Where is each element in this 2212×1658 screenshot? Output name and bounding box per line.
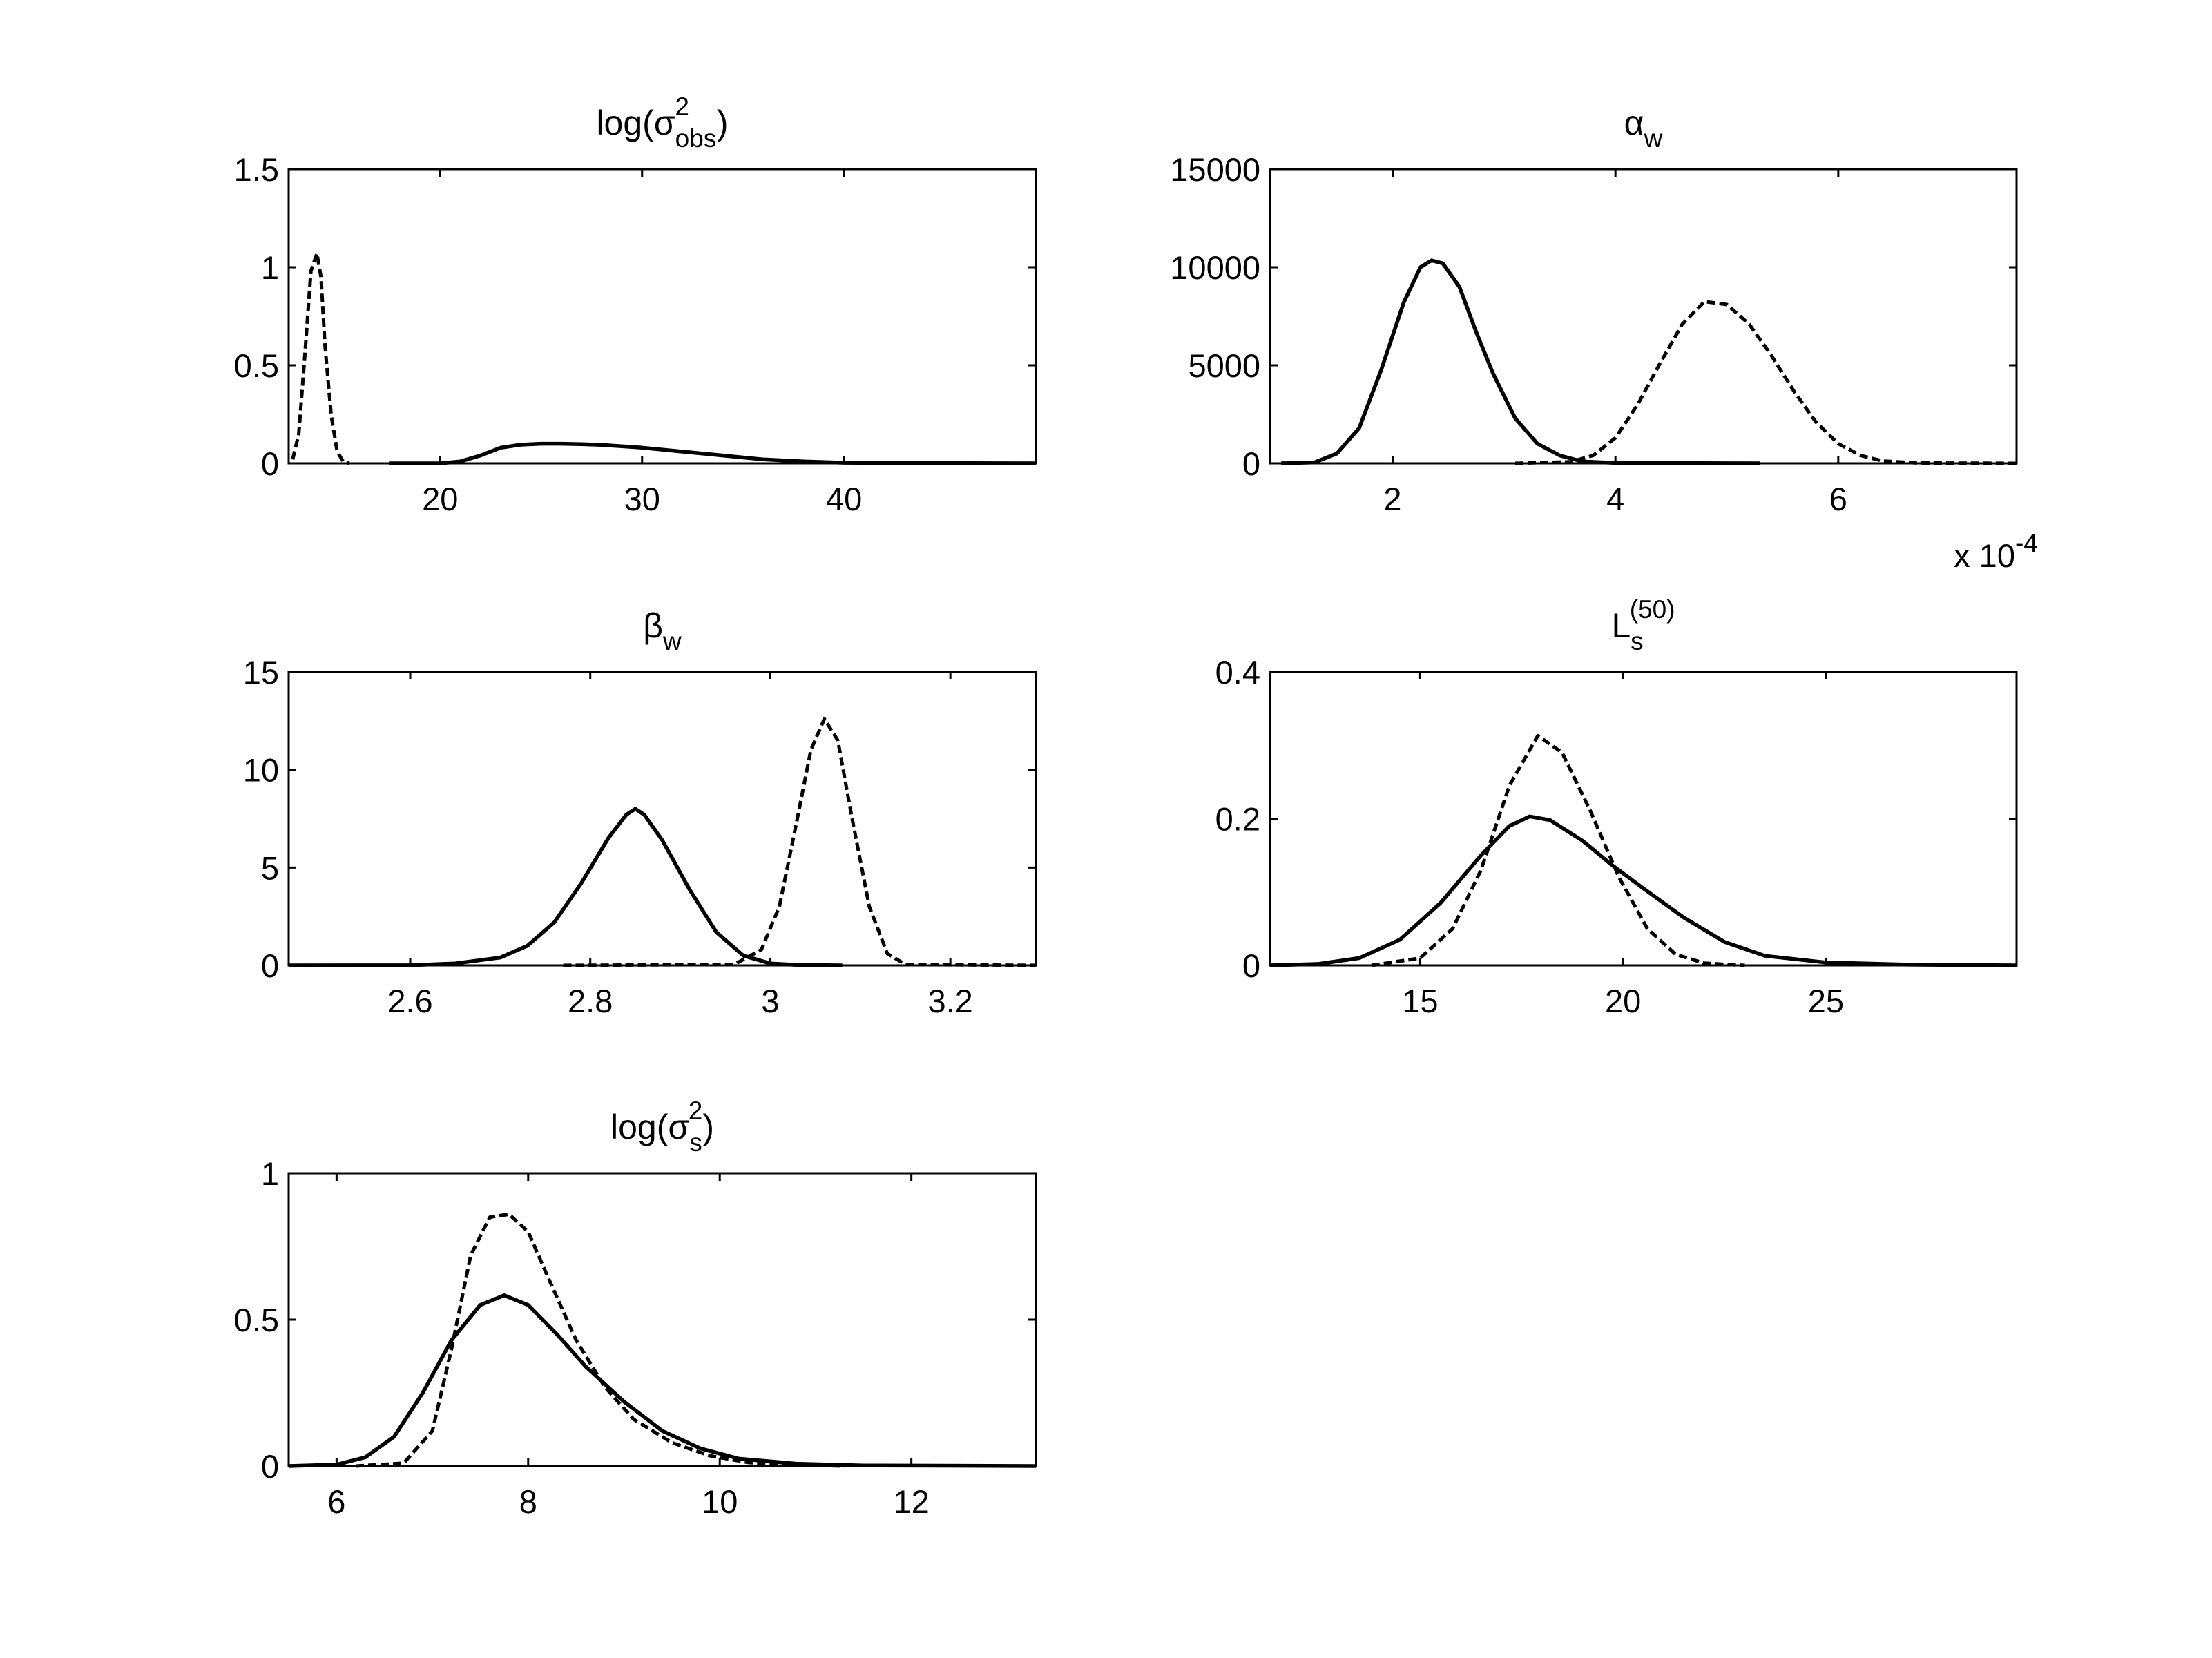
y-tick-label: 0.5: [234, 1302, 279, 1338]
subplot-alpha_w: 2 4 6 0 5000 10000 15000 αw x 10-4: [1170, 104, 2038, 574]
axes-box-sigma_obs: [287, 168, 1037, 465]
x-tick-label: 10: [702, 1483, 738, 1520]
title-superscript: 2: [675, 93, 689, 121]
title-superscript: (50): [1630, 595, 1675, 624]
y-tick-label: 5: [261, 849, 279, 886]
subplot-beta_w: 2.6 2.8 3 3.2 0 5 10 15 βw: [243, 606, 1037, 1019]
title-close: ): [717, 104, 729, 142]
title-subscript: s: [1631, 627, 1644, 655]
x-tick-label: 3.2: [927, 983, 972, 1019]
x-tick-label: 20: [422, 481, 458, 517]
subplot-title: Ls (50): [1611, 595, 1675, 655]
x-tick-label: 20: [1605, 983, 1641, 1019]
series-solid-Ls50: [1269, 814, 2017, 967]
subplot-title: βw: [643, 606, 682, 655]
series-dashed-alpha_w: [1514, 300, 2017, 465]
x-tick-label: 2: [1383, 481, 1401, 517]
y-tick-label: 0.2: [1215, 801, 1260, 838]
y-tick-label: 1.5: [234, 151, 279, 188]
x-tick-label: 12: [894, 1483, 930, 1520]
y-tick-label: 15000: [1170, 151, 1260, 188]
y-tick-label: 15: [243, 654, 279, 691]
y-tick-label: 0: [1242, 445, 1260, 482]
series-dashed-beta_w: [563, 717, 1037, 967]
title-main: log(σ: [610, 1108, 689, 1146]
series-dashed-sigma_s: [355, 1212, 845, 1468]
x-tick-label: 30: [624, 481, 660, 517]
x-tick-label: 6: [1829, 481, 1847, 517]
title-subscript: w: [662, 627, 682, 655]
y-tick-label: 1: [261, 1155, 279, 1192]
series-solid-sigma_s: [288, 1293, 1037, 1468]
y-tick-label: 0: [1242, 947, 1260, 984]
subplot-sigma_s: 6 8 10 12 0 0.5 1 log(σs 2): [234, 1097, 1037, 1520]
title-close: ): [702, 1108, 714, 1146]
subplot-Ls50: 15 20 25 0 0.2 0.4 Ls (50): [1215, 595, 2018, 1019]
y-tick-label: 0.5: [234, 347, 279, 384]
x-tick-label: 6: [327, 1483, 345, 1520]
y-tick-label: 1: [261, 249, 279, 286]
title-main: α: [1624, 104, 1644, 142]
y-tick-label: 0.4: [1215, 654, 1260, 691]
y-tick-label: 5000: [1188, 347, 1260, 384]
x-tick-label: 2.6: [387, 983, 432, 1019]
y-tick-label: 0: [261, 1448, 279, 1485]
y-tick-label: 10: [243, 752, 279, 789]
title-main: β: [643, 606, 663, 645]
x-tick-label: 25: [1808, 983, 1844, 1019]
x-tick-label: 3: [761, 983, 779, 1019]
subplot-title: log(σobs 2): [596, 93, 728, 153]
subplot-sigma_obs: 20 30 40 0 0.5 1 1.5 log(σobs 2): [234, 93, 1037, 517]
x-tick-label: 2.8: [568, 983, 613, 1019]
axes-box-beta_w: [287, 671, 1037, 967]
title-subscript: obs: [675, 124, 717, 153]
x-tick-label: 40: [826, 481, 862, 517]
axes-box-alpha_w: [1269, 168, 2018, 465]
series-solid-sigma_obs: [389, 441, 1037, 465]
title-subscript: s: [689, 1128, 702, 1157]
subplot-title: αw: [1624, 104, 1663, 153]
x-axis-multiplier: x 10-4: [1954, 529, 2038, 574]
y-tick-label: 10000: [1170, 249, 1260, 286]
x-tick-label: 15: [1402, 983, 1438, 1019]
x-tick-label: 8: [519, 1483, 537, 1520]
title-main: log(σ: [596, 104, 675, 142]
x-tick-label: 4: [1606, 481, 1624, 517]
title-superscript: 2: [689, 1097, 703, 1125]
title-main: L: [1611, 606, 1631, 645]
subplot-title: log(σs 2): [610, 1097, 714, 1157]
series-dashed-sigma_obs: [291, 251, 350, 465]
title-subscript: w: [1644, 124, 1663, 153]
series-solid-alpha_w: [1281, 258, 1760, 465]
y-tick-label: 0: [261, 445, 279, 482]
series-dashed-Ls50: [1371, 733, 1745, 967]
y-tick-label: 0: [261, 947, 279, 984]
